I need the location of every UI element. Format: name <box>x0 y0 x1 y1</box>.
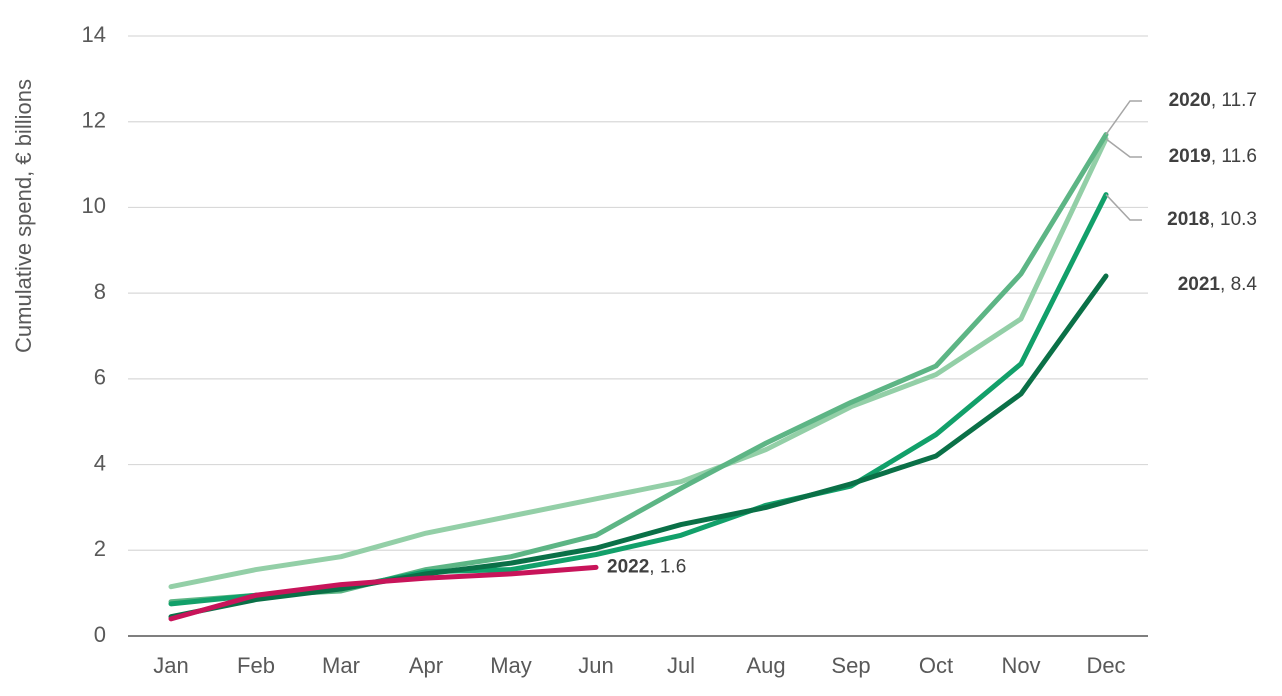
y-tick-label: 0 <box>94 622 106 647</box>
label-separator: , <box>649 556 660 577</box>
x-tick-label: Sep <box>831 653 870 678</box>
series-line <box>168 564 599 622</box>
x-tick-label: May <box>490 653 532 678</box>
label-value: 11.7 <box>1221 90 1257 111</box>
x-tick-label: Oct <box>919 653 953 678</box>
x-tick-label: Feb <box>237 653 275 678</box>
x-tick-label: Apr <box>409 653 443 678</box>
x-tick-label: Mar <box>322 653 360 678</box>
x-tick-label: Nov <box>1001 653 1040 678</box>
label-name: 2022 <box>607 556 649 577</box>
y-tick-label: 8 <box>94 279 106 304</box>
y-tick-label: 14 <box>82 22 106 47</box>
leader-line <box>1105 138 1142 158</box>
label-name: 2019 <box>1169 146 1211 167</box>
y-tick-label: 2 <box>94 536 106 561</box>
y-tick-label: 10 <box>82 193 106 218</box>
label-separator: , <box>1220 274 1231 295</box>
y-tick-label: 12 <box>82 108 106 133</box>
label-separator: , <box>1209 209 1220 230</box>
label-name: 2021 <box>1178 274 1221 295</box>
x-tick-label: Jul <box>667 653 695 678</box>
x-tick-label: Dec <box>1086 653 1125 678</box>
leader-line <box>1105 100 1142 136</box>
series-line <box>168 273 1109 620</box>
x-tick-label: Jan <box>153 653 188 678</box>
series-line <box>168 136 1109 590</box>
end-label: 2018, 10.3 <box>1167 209 1257 230</box>
label-value: 10.3 <box>1220 209 1257 230</box>
y-axis-title: Cumulative spend, € billions <box>11 79 36 353</box>
label-value: 1.6 <box>660 556 686 577</box>
x-tick-label: Aug <box>746 653 785 678</box>
y-tick-label: 6 <box>94 365 106 390</box>
label-value: 8.4 <box>1231 274 1258 295</box>
label-name: 2020 <box>1169 90 1211 111</box>
end-label: 2022, 1.6 <box>607 556 686 577</box>
label-value: 11.6 <box>1221 146 1257 167</box>
label-separator: , <box>1211 90 1222 111</box>
label-separator: , <box>1211 146 1222 167</box>
end-label: 2021, 8.4 <box>1178 274 1258 295</box>
leader-line <box>1105 194 1142 221</box>
y-tick-label: 4 <box>94 450 106 475</box>
series-line <box>168 192 1109 607</box>
end-label: 2019, 11.6 <box>1169 146 1257 167</box>
series-line <box>168 132 1109 605</box>
end-label: 2020, 11.7 <box>1169 90 1257 111</box>
label-name: 2018 <box>1167 209 1209 230</box>
x-tick-label: Jun <box>578 653 613 678</box>
